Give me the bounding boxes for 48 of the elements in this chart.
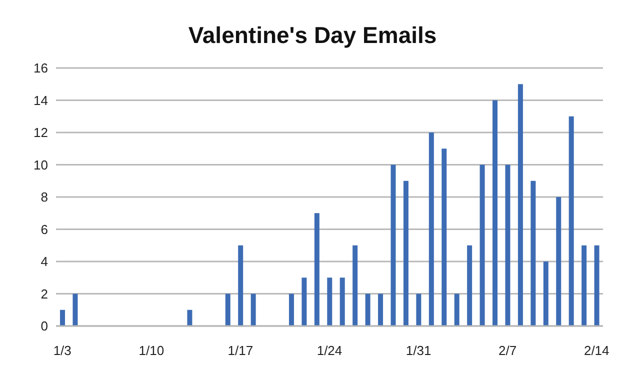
bar <box>442 148 447 326</box>
bar <box>352 245 358 326</box>
bar <box>327 278 332 326</box>
bar <box>568 116 574 326</box>
x-tick-label: 1/24 <box>316 343 342 358</box>
y-tick-label: 8 <box>40 190 48 205</box>
bar <box>187 310 192 326</box>
x-tick-label: 1/31 <box>406 343 432 358</box>
bar <box>518 84 523 326</box>
x-tick-label: 2/7 <box>498 343 517 358</box>
bar <box>492 100 498 326</box>
bar <box>390 164 396 326</box>
bar <box>365 294 370 326</box>
y-tick-label: 4 <box>40 254 48 270</box>
bar <box>416 294 422 326</box>
bar <box>288 294 294 326</box>
y-tick-label: 6 <box>40 222 48 237</box>
x-tick-label: 1/10 <box>138 343 164 358</box>
bar <box>594 245 600 326</box>
bar <box>480 164 485 326</box>
bar <box>225 294 230 326</box>
y-tick-label: 0 <box>40 318 48 334</box>
bar <box>582 245 587 326</box>
x-tick-label: 1/17 <box>228 343 254 358</box>
bar <box>467 245 472 326</box>
y-tick-label: 10 <box>34 157 48 172</box>
bar <box>302 278 307 326</box>
bar <box>238 245 244 326</box>
bar <box>314 213 320 326</box>
y-tick-label: 12 <box>34 125 48 140</box>
bar <box>60 310 65 326</box>
bar <box>454 294 460 326</box>
bar <box>340 278 345 326</box>
bar <box>428 132 434 326</box>
y-tick-label: 2 <box>40 286 48 302</box>
bar <box>378 294 384 326</box>
bar <box>543 262 548 326</box>
bar <box>505 164 510 326</box>
x-tick-label: 1/3 <box>53 343 72 358</box>
bar <box>72 294 78 326</box>
bar <box>403 180 408 326</box>
y-tick-label: 14 <box>34 92 48 108</box>
x-tick-label: 2/14 <box>584 343 610 358</box>
y-tick-label: 16 <box>34 60 48 76</box>
bar <box>530 180 536 326</box>
chart-title: Valentine's Day Emails <box>187 21 438 50</box>
bar <box>556 197 562 326</box>
bar <box>250 294 256 326</box>
